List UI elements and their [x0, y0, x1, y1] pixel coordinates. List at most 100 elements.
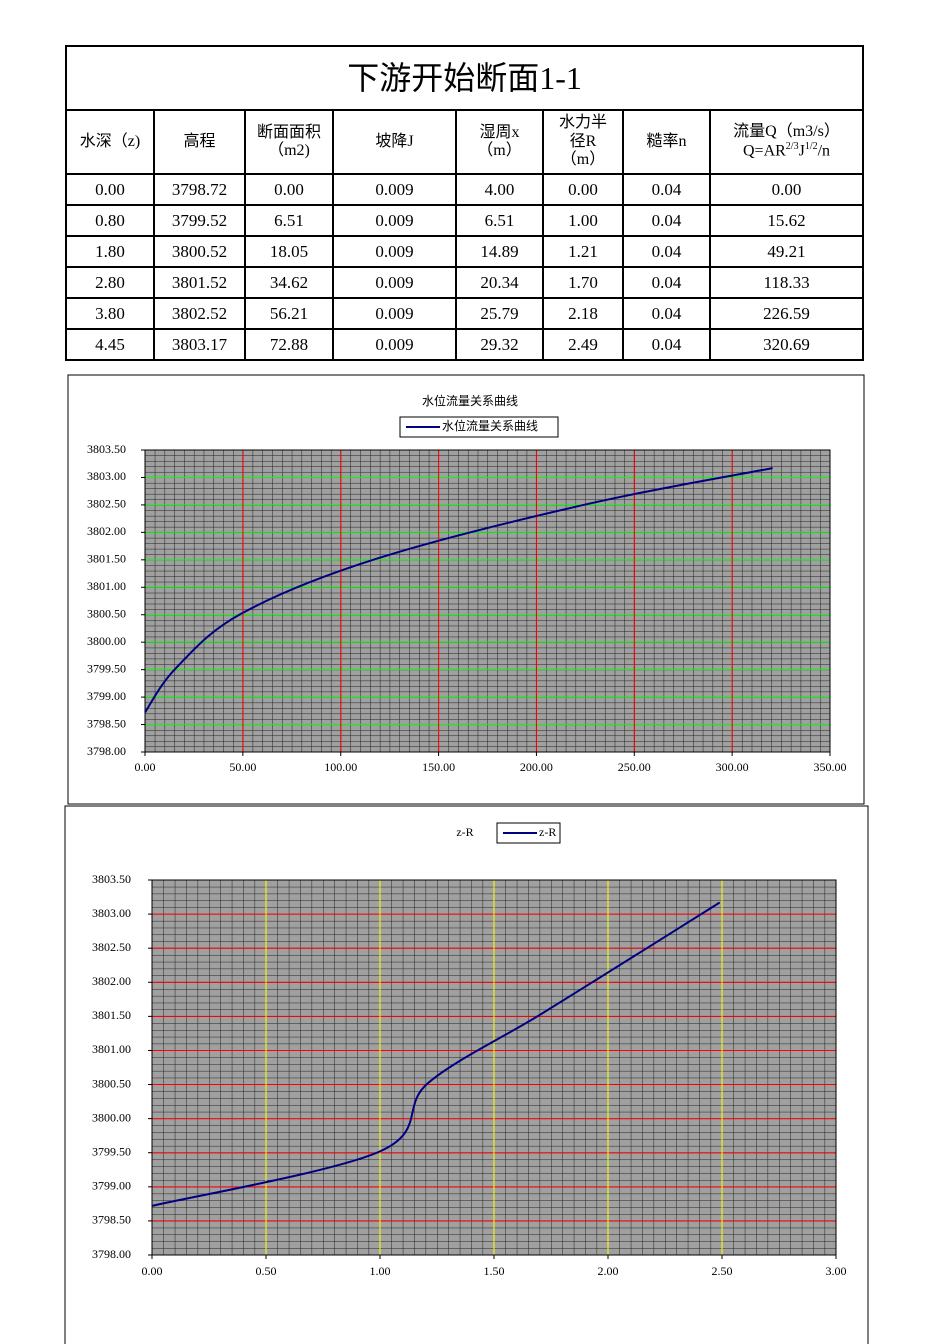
header-text: 水力半 — [558, 114, 607, 132]
x-tick-label: 1.50 — [484, 1264, 505, 1278]
cell: 3803.17 — [153, 328, 246, 361]
data-line — [151, 901, 721, 1207]
header-text: 1/2 — [804, 141, 818, 153]
y-tick-label: 3803.00 — [87, 469, 126, 483]
cell: 0.009 — [332, 204, 457, 237]
cell: 0.009 — [332, 173, 457, 206]
y-tick-label: 3802.00 — [92, 974, 131, 988]
y-tick-label: 3798.50 — [87, 716, 126, 730]
y-tick-label: 3800.50 — [92, 1076, 131, 1090]
cell: 0.00 — [244, 173, 334, 206]
plot-border — [151, 879, 837, 1256]
cell: 0.00 — [708, 173, 865, 206]
cell: 3802.52 — [153, 297, 246, 330]
cell: 0.00 — [65, 173, 155, 206]
cell: 118.33 — [708, 266, 865, 299]
header: 水力半 径R （m） — [542, 109, 624, 175]
y-tick-label: 3799.50 — [92, 1144, 131, 1158]
cell: 2.18 — [542, 297, 624, 330]
cell: 3801.52 — [153, 266, 246, 299]
data-table: 下游开始断面1-1 水深（z) 高程 断面面积 （m2) 坡降J 湿周x （m） 水… — [64, 45, 865, 361]
cell: 0.04 — [622, 297, 711, 330]
cell: 1.70 — [542, 266, 624, 299]
y-tick-label: 3800.00 — [92, 1110, 131, 1124]
header-text: 水深（z) — [79, 132, 141, 150]
plot-border — [144, 449, 831, 753]
header-text: 流量Q（m3/s） — [733, 122, 840, 140]
y-tick-label: 3800.50 — [87, 606, 126, 620]
header: 坡降J — [332, 109, 457, 175]
cell: 0.009 — [332, 297, 457, 330]
y-tick-label: 3802.50 — [87, 497, 126, 511]
header-text: （m） — [477, 142, 522, 159]
header-text: Q=AR — [742, 142, 786, 160]
y-tick-label: 3801.50 — [92, 1008, 131, 1022]
cell: 0.04 — [622, 204, 711, 237]
x-tick-label: 0.50 — [256, 1264, 277, 1278]
y-tick-label: 3798.00 — [92, 1247, 131, 1261]
cell: 0.04 — [622, 328, 711, 361]
table-row: 0.00 3798.72 0.00 0.009 4.00 0.00 0.04 0.00 — [65, 173, 865, 206]
y-tick-label: 3802.00 — [87, 524, 126, 538]
cell: 56.21 — [244, 297, 334, 330]
header: 水深（z) — [65, 109, 155, 175]
x-tick-label: 0.00 — [142, 1264, 163, 1278]
header: 流量Q（m3/s） Q=AR2/3J1/2/n — [708, 109, 865, 175]
header-text: 断面面积 — [256, 123, 321, 141]
data-line — [144, 467, 773, 714]
cell: 15.62 — [708, 204, 865, 237]
cell: 226.59 — [708, 297, 865, 330]
header-text: J — [798, 142, 805, 160]
cell: 0.80 — [65, 204, 155, 237]
cell: 320.69 — [708, 328, 865, 361]
cell: 3.80 — [65, 297, 155, 330]
cell: 3799.52 — [153, 204, 246, 237]
cell: 18.05 — [244, 235, 334, 268]
table-row: 0.80 3799.52 6.51 0.009 6.51 1.00 0.04 15.62 — [65, 204, 865, 237]
header-text: 糙率n — [646, 132, 687, 150]
cell: 1.00 — [542, 204, 624, 237]
cell: 2.49 — [542, 328, 624, 361]
x-tick-label: 0.00 — [135, 760, 156, 774]
x-tick-label: 50.00 — [229, 760, 256, 774]
header-text: （m） — [560, 151, 606, 169]
cell: 3798.72 — [153, 173, 246, 206]
y-tick-label: 3798.50 — [92, 1213, 131, 1227]
table-title: 下游开始断面1-1 — [64, 45, 865, 111]
y-tick-label: 3803.00 — [92, 906, 131, 920]
cell: 0.009 — [332, 328, 457, 361]
header: 糙率n — [622, 109, 711, 175]
table-row: 2.80 3801.52 34.62 0.009 20.34 1.70 0.04 118.33 — [65, 266, 865, 299]
y-tick-label: 3800.00 — [87, 634, 126, 648]
legend-box — [399, 416, 559, 438]
x-tick-label: 100.00 — [324, 760, 357, 774]
header-text: 径R — [569, 132, 597, 150]
header: 高程 — [153, 109, 246, 175]
x-tick-label: 300.00 — [716, 760, 749, 774]
cell: 0.009 — [332, 266, 457, 299]
y-tick-label: 3801.00 — [92, 1042, 131, 1056]
header-text: （m2) — [268, 142, 310, 159]
cell: 1.21 — [542, 235, 624, 268]
cell: 4.45 — [65, 328, 155, 361]
y-tick-label: 3802.50 — [92, 940, 131, 954]
cell: 34.62 — [244, 266, 334, 299]
cell: 0.04 — [622, 173, 711, 206]
chart-title: 水位流量关系曲线 — [422, 393, 518, 408]
header: 湿周x （m） — [455, 109, 544, 175]
legend-label: z-R — [539, 825, 556, 839]
y-tick-label: 3799.00 — [92, 1179, 131, 1193]
plot-area — [144, 449, 831, 753]
y-tick-label: 3799.50 — [87, 661, 126, 675]
header-text: 2/3 — [785, 141, 799, 153]
table-row: 4.45 3803.17 72.88 0.009 29.32 2.49 0.04 320.69 — [65, 328, 865, 361]
cell: 3800.52 — [153, 235, 246, 268]
cell: 49.21 — [708, 235, 865, 268]
cell: 6.51 — [244, 204, 334, 237]
x-tick-label: 1.00 — [370, 1264, 391, 1278]
header-text: 湿周x — [479, 123, 520, 141]
table-row: 3.80 3802.52 56.21 0.009 25.79 2.18 0.04 226.59 — [65, 297, 865, 330]
x-tick-label: 2.00 — [598, 1264, 619, 1278]
